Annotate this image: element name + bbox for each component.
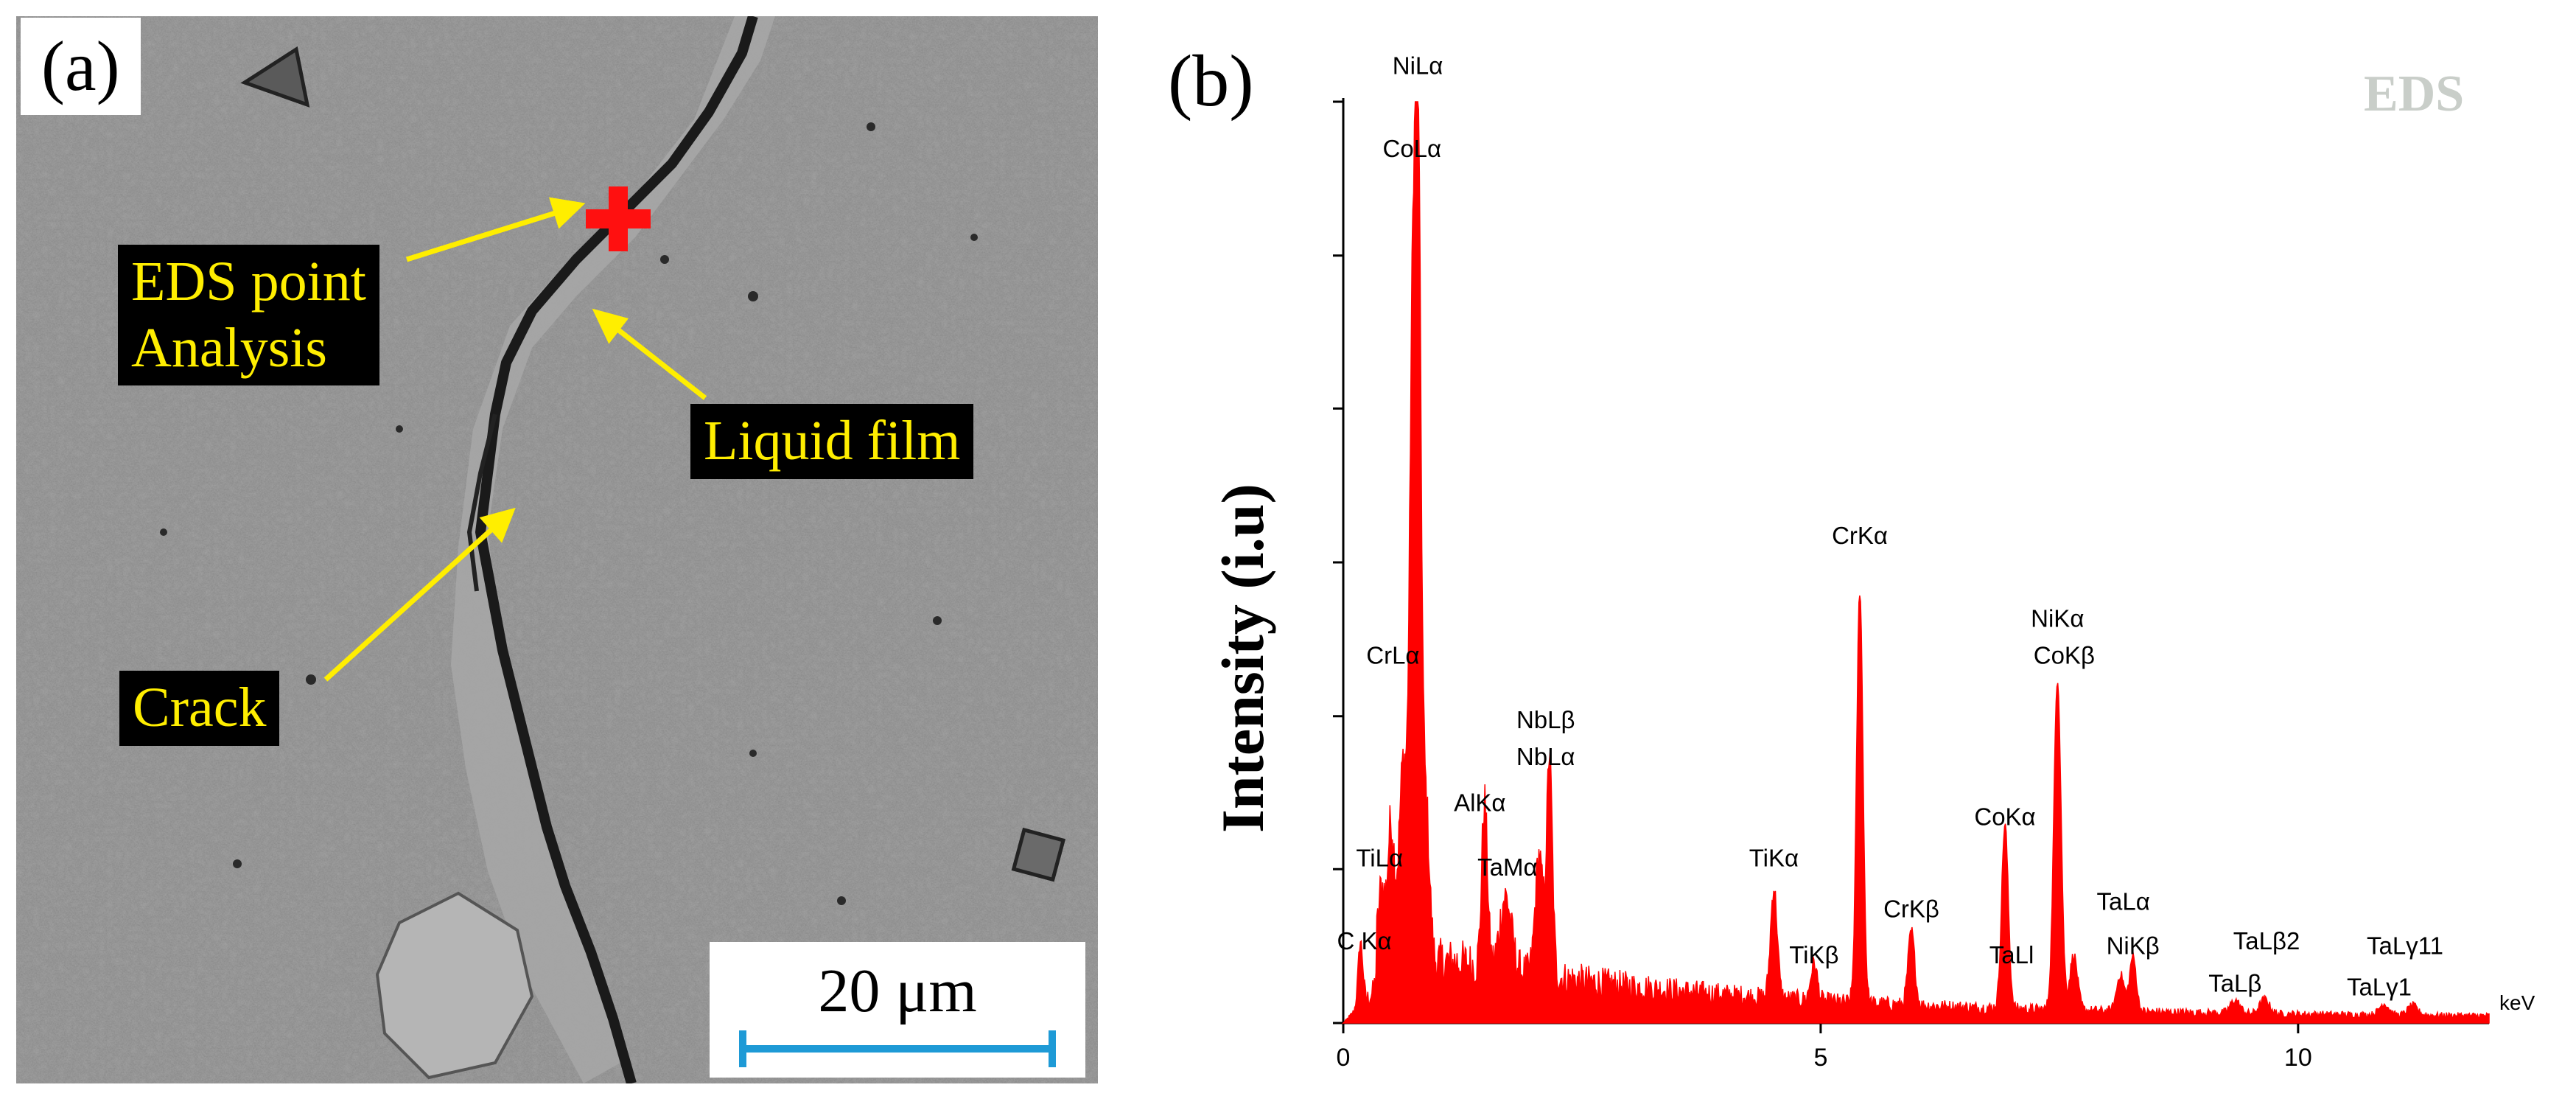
peak-label: NbLβ [1516, 706, 1575, 733]
scale-bar-label: 20 μm [818, 957, 977, 1025]
peak-label: TaLβ2 [2233, 927, 2300, 954]
x-axis-unit-label: keV [2499, 991, 2535, 1014]
peak-label: CoKα [1974, 803, 2035, 830]
particle [375, 891, 534, 1080]
x-tick-label: 5 [1813, 1044, 1827, 1072]
crack-line [475, 16, 758, 1083]
peak-label: TiLα [1356, 845, 1403, 872]
x-tick-label: 0 [1337, 1044, 1351, 1072]
peak-label: TaLl [1989, 941, 2034, 968]
sem-micrograph-panel: (a) EDS point Analysis Liquid film Crack… [0, 0, 1120, 1110]
peak-label: CoKβ [2034, 642, 2095, 669]
peak-label: AlKα [1454, 789, 1505, 817]
peak-label: NiLα [1393, 52, 1443, 80]
peak-label: NiKβ [2107, 932, 2160, 959]
spectrum-series [1341, 101, 2490, 1024]
peak-label: NbLα [1516, 743, 1575, 770]
peak-label: CrKβ [1883, 895, 1939, 922]
peak-label: C Kα [1337, 927, 1391, 954]
peak-label: TiKβ [1789, 941, 1838, 968]
panel-b-letter: (b) [1168, 40, 1254, 122]
arrow-crack [323, 524, 497, 682]
peak-label: TaLα [2097, 887, 2150, 915]
x-tick-label: 10 [2284, 1044, 2312, 1072]
liquid-film-region [451, 16, 775, 1083]
panel-a-letter: (a) [21, 18, 141, 115]
peak-label: TiKα [1749, 845, 1799, 872]
scale-bar: 20 μm [710, 942, 1085, 1078]
scale-bar-line [739, 1030, 1056, 1067]
eds-point-marker-icon [586, 186, 651, 251]
pit [240, 46, 310, 108]
peak-annotations: NiLα CoLα CrLα TiLα C Kα AlKα TaMα NbLβ NbLα TiKα… [1337, 52, 2443, 1001]
peak-label: NiKα [2031, 605, 2084, 632]
eds-point-label: EDS point Analysis [118, 245, 379, 386]
liquid-film-label: Liquid film [690, 404, 974, 479]
sem-micrograph-image [16, 16, 1098, 1083]
peak-label: TaLγ1 [2347, 974, 2412, 1001]
peak-label: CrKα [1832, 522, 1888, 549]
peak-label: TaLβ [2208, 970, 2261, 997]
crack-label: Crack [119, 671, 280, 746]
peak-label: TaLγ11 [2367, 932, 2443, 959]
spectrum-area [1341, 101, 2490, 1024]
arrow-eds [405, 209, 561, 262]
eds-tag: EDS [2364, 66, 2465, 122]
peak-label: CrLα [1366, 642, 1419, 669]
peak-label: CoLα [1382, 135, 1441, 162]
arrow-liquid-film [611, 324, 707, 400]
pit [1011, 827, 1066, 882]
peak-label: TaMα [1477, 854, 1537, 881]
eds-spectrum-chart: 0 5 10 keV NiLα CoLα CrLα TiLα C Kα AlKα TaMα NbLβ… [1333, 52, 2535, 1072]
